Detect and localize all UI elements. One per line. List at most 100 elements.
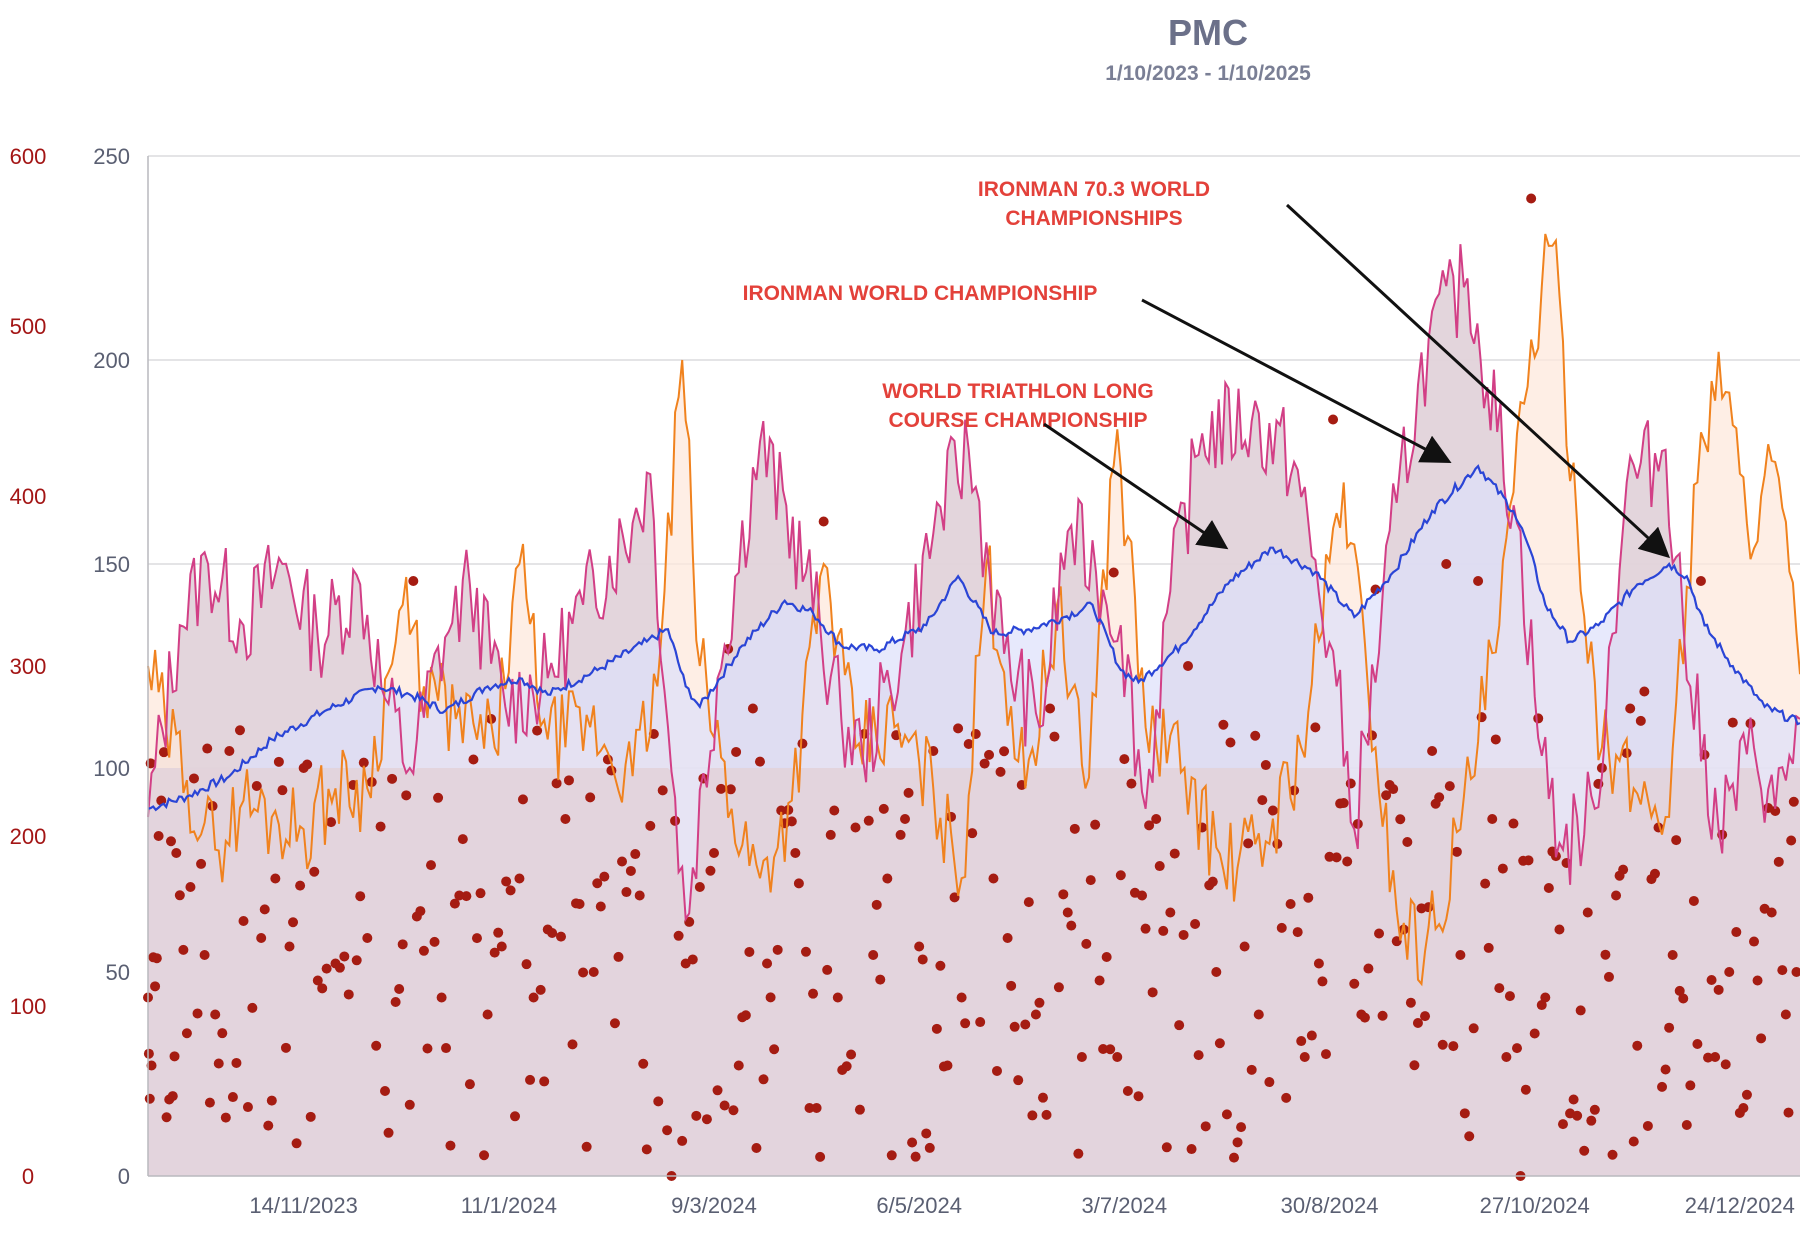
training-load-point xyxy=(202,743,213,754)
training-load-point xyxy=(1786,835,1797,846)
training-load-point xyxy=(146,1060,157,1071)
training-load-point xyxy=(854,1104,865,1115)
training-load-point xyxy=(1342,856,1353,867)
training-load-point xyxy=(1490,734,1501,745)
training-load-point xyxy=(1197,822,1208,833)
training-load-point xyxy=(938,1061,949,1072)
training-load-point xyxy=(1041,1109,1052,1120)
training-load-point xyxy=(708,848,719,858)
training-load-point xyxy=(1568,1094,1579,1105)
training-load-point xyxy=(613,951,624,962)
annotation-label: IRONMAN WORLD CHAMPIONSHIP xyxy=(743,282,1098,305)
training-load-point xyxy=(1193,1050,1204,1061)
training-load-point xyxy=(924,1142,935,1153)
training-load-point xyxy=(868,950,879,960)
training-load-point xyxy=(468,754,479,765)
y-outer-tick-label: 600 xyxy=(10,144,47,169)
training-load-point xyxy=(161,1112,172,1123)
training-load-point xyxy=(1090,819,1101,830)
training-load-point xyxy=(1695,576,1706,586)
training-load-point xyxy=(461,891,472,902)
training-load-point xyxy=(1229,1152,1240,1163)
training-load-point xyxy=(1770,805,1781,816)
training-load-point xyxy=(302,759,313,770)
training-load-point xyxy=(747,703,758,714)
training-load-point xyxy=(1409,1060,1420,1071)
training-load-point xyxy=(599,871,610,882)
training-load-point xyxy=(808,988,819,999)
training-load-point xyxy=(449,898,460,909)
training-load-point xyxy=(670,815,681,826)
training-load-point xyxy=(1190,919,1201,930)
training-load-point xyxy=(1253,1009,1264,1020)
x-tick-label: 24/12/2024 xyxy=(1685,1193,1795,1218)
training-load-point xyxy=(1625,703,1636,714)
training-load-point xyxy=(387,773,398,784)
training-load-point xyxy=(895,829,906,840)
training-load-point xyxy=(1161,1142,1172,1153)
training-load-point xyxy=(479,1150,490,1161)
training-load-point xyxy=(863,815,874,826)
training-load-point xyxy=(1420,1011,1431,1022)
training-load-point xyxy=(975,1017,986,1028)
training-load-point xyxy=(1741,1089,1752,1100)
training-load-point xyxy=(1303,892,1314,903)
training-load-point xyxy=(1526,193,1537,204)
training-load-point xyxy=(1468,1023,1479,1034)
training-load-point xyxy=(1002,933,1013,943)
training-load-point xyxy=(1214,1038,1225,1049)
training-load-point xyxy=(790,848,801,858)
y-outer-tick-label: 100 xyxy=(10,994,47,1019)
training-load-point xyxy=(404,1099,415,1110)
training-load-point xyxy=(556,931,566,942)
training-load-point xyxy=(1328,414,1339,425)
training-load-point xyxy=(956,992,967,1003)
training-load-point xyxy=(769,1044,780,1055)
training-load-point xyxy=(263,1120,274,1131)
training-load-point xyxy=(351,955,362,966)
training-load-point xyxy=(355,891,366,902)
training-load-point xyxy=(178,944,189,955)
training-load-point xyxy=(1582,907,1593,918)
training-load-point xyxy=(234,725,245,736)
training-load-point xyxy=(1081,938,1092,949)
training-load-point xyxy=(1402,837,1413,848)
annotation-label: IRONMAN 70.3 WORLD xyxy=(978,178,1210,201)
training-load-point xyxy=(1667,950,1678,960)
training-load-point xyxy=(464,1079,475,1090)
training-load-point xyxy=(638,1058,649,1069)
training-load-point xyxy=(501,876,512,887)
training-load-point xyxy=(832,992,843,1003)
training-load-point xyxy=(1169,848,1180,859)
training-load-point xyxy=(630,849,641,860)
training-load-point xyxy=(1030,1009,1041,1020)
training-load-point xyxy=(1073,1148,1084,1159)
training-load-point xyxy=(397,939,408,950)
training-load-point xyxy=(1310,722,1321,733)
training-load-point xyxy=(754,756,765,767)
training-load-point xyxy=(251,780,262,791)
training-load-point xyxy=(1133,1091,1144,1102)
training-load-point xyxy=(1540,992,1551,1003)
training-load-point xyxy=(1674,985,1685,996)
training-load-point xyxy=(1487,814,1498,824)
annotation-label: CHAMPIONSHIPS xyxy=(1005,207,1182,230)
training-load-point xyxy=(1759,903,1770,914)
training-load-point xyxy=(907,1137,918,1148)
y-outer-tick-label: 300 xyxy=(10,654,47,679)
chart-subtitle: 1/10/2023 - 1/10/2025 xyxy=(1105,62,1311,85)
training-load-point xyxy=(547,928,558,939)
training-load-point xyxy=(578,967,589,978)
training-load-point xyxy=(1264,1077,1275,1088)
training-load-point xyxy=(677,1135,688,1146)
training-load-point xyxy=(1671,835,1682,846)
training-load-point xyxy=(1211,967,1222,977)
training-load-point xyxy=(489,947,500,958)
training-load-point xyxy=(818,516,829,527)
training-load-point xyxy=(1586,1115,1597,1126)
training-load-point xyxy=(1395,814,1406,825)
training-load-point xyxy=(1313,958,1324,969)
training-load-point xyxy=(1112,1051,1123,1062)
training-load-point xyxy=(1338,798,1349,809)
training-load-point xyxy=(312,975,323,986)
